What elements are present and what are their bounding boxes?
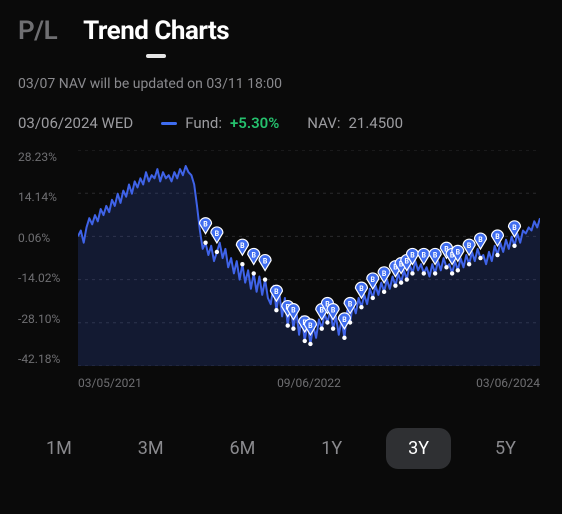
svg-text:B: B	[342, 316, 347, 324]
range-3m[interactable]: 3M	[116, 428, 186, 469]
y-tick-label: -14.02%	[18, 271, 78, 285]
x-tick-label: 03/05/2021	[78, 376, 142, 390]
svg-text:B: B	[274, 288, 279, 296]
svg-text:B: B	[467, 242, 472, 250]
tab-trend-charts[interactable]: Trend Charts	[83, 16, 229, 46]
svg-text:B: B	[348, 300, 353, 308]
legend-line-icon	[161, 122, 177, 125]
chart-marker: B	[248, 248, 260, 275]
svg-text:B: B	[291, 307, 296, 315]
y-tick-label: -28.10%	[18, 312, 78, 326]
chart-marker: B	[259, 255, 271, 282]
x-tick-label: 09/06/2022	[277, 376, 341, 390]
range-1m[interactable]: 1M	[24, 428, 94, 469]
svg-text:B: B	[251, 251, 256, 259]
svg-text:B: B	[331, 307, 336, 315]
svg-text:B: B	[433, 251, 438, 259]
tab-pl[interactable]: P/L	[18, 16, 57, 46]
nav-update-notice: 03/07 NAV will be updated on 03/11 18:00	[18, 76, 544, 92]
svg-text:B: B	[308, 322, 313, 330]
chart-marker: B	[236, 239, 248, 266]
svg-text:B: B	[359, 285, 364, 293]
svg-text:B: B	[215, 230, 220, 238]
svg-text:B: B	[203, 221, 208, 229]
y-tick-label: 14.14%	[18, 190, 78, 204]
svg-text:B: B	[382, 270, 387, 278]
y-tick-label: -42.18%	[18, 352, 78, 366]
svg-text:B: B	[263, 258, 268, 266]
nav-value: 21.4500	[348, 114, 403, 132]
svg-text:B: B	[512, 224, 517, 232]
nav-label: NAV:	[307, 114, 340, 132]
svg-text:B: B	[240, 242, 245, 250]
svg-text:B: B	[410, 251, 415, 259]
y-tick-label: 0.06%	[18, 231, 78, 245]
range-3y[interactable]: 3Y	[386, 428, 451, 469]
svg-text:B: B	[478, 236, 483, 244]
svg-text:B: B	[371, 276, 376, 284]
range-6m[interactable]: 6M	[208, 428, 278, 469]
selected-date: 03/06/2024 WED	[18, 114, 133, 132]
range-5y[interactable]: 5Y	[473, 428, 538, 469]
nav-readout: NAV: 21.4500	[307, 114, 403, 132]
fund-label: Fund:	[185, 114, 222, 132]
y-tick-label: 28.23%	[18, 150, 78, 164]
range-1y[interactable]: 1Y	[299, 428, 364, 469]
range-selector: 1M 3M 6M 1Y 3Y 5Y	[18, 428, 544, 469]
svg-text:B: B	[495, 233, 500, 241]
x-tick-label: 03/06/2024	[476, 376, 540, 390]
svg-text:B: B	[456, 248, 461, 256]
fund-legend: Fund: +5.30%	[161, 114, 279, 132]
trend-chart[interactable]: 28.23% 14.14% 0.06% -14.02% -28.10% -42.18% B…	[18, 150, 544, 390]
svg-text:B: B	[422, 251, 427, 259]
fund-pct: +5.30%	[230, 114, 279, 132]
